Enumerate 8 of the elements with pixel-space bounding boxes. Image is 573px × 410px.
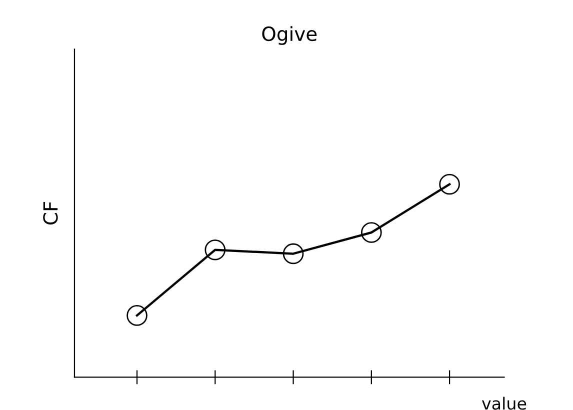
point xyxy=(204,239,226,260)
point xyxy=(360,222,382,243)
point xyxy=(439,174,460,195)
x-axis-title: value xyxy=(482,396,526,410)
y-axis-title: CF xyxy=(43,202,58,224)
chart-title: Ogive xyxy=(262,26,317,45)
point xyxy=(126,305,148,326)
point xyxy=(282,243,304,264)
